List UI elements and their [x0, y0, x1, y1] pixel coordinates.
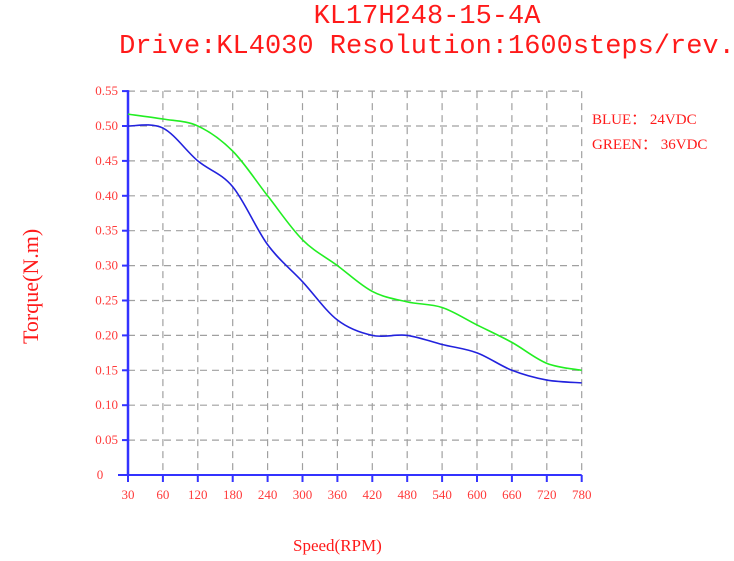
- x-axis-label: Speed(RPM): [293, 536, 382, 555]
- x-tick-label: 540: [432, 487, 452, 502]
- green-series-line: [127, 113, 582, 372]
- y-tick-label: 0.20: [95, 327, 118, 342]
- y-tick-label: 0.45: [95, 153, 118, 168]
- x-tick-label: 780: [572, 487, 592, 502]
- legend-green: GREEN： 36VDC: [592, 137, 707, 153]
- x-tick-label: 420: [363, 487, 383, 502]
- y-tick-label: 0.15: [95, 362, 118, 377]
- legend-blue: BLUE： 24VDC: [592, 112, 697, 128]
- y-tick-label: 0.35: [95, 223, 118, 238]
- x-tick-label: 600: [467, 487, 487, 502]
- x-tick-label: 360: [328, 487, 348, 502]
- y-tick-label: 0.40: [95, 188, 118, 203]
- axes: [118, 90, 583, 482]
- x-tick-label: 300: [293, 487, 313, 502]
- y-tick-label: 0.30: [95, 258, 118, 273]
- x-tick-label: 60: [156, 487, 169, 502]
- y-tick-label: 0.50: [95, 118, 118, 133]
- y-tick-label: 0.05: [95, 432, 118, 447]
- x-tick-label: 660: [502, 487, 522, 502]
- x-tick-label: 30: [122, 487, 135, 502]
- x-tick-label: 240: [258, 487, 278, 502]
- x-tick-label: 720: [537, 487, 557, 502]
- data-series: [127, 113, 582, 384]
- y-tick-label: 0: [97, 467, 104, 482]
- y-axis-label: Torque(N.m): [18, 229, 43, 344]
- y-tick-label: 0.10: [95, 397, 118, 412]
- blue-series-line: [127, 124, 582, 384]
- x-tick-label: 120: [188, 487, 208, 502]
- y-tick-label: 0.55: [95, 83, 118, 98]
- y-tick-label: 0.25: [95, 293, 118, 308]
- grid-lines: [128, 90, 583, 475]
- chart-title: KL17H248-15-4A: [313, 2, 541, 32]
- x-tick-label: 480: [397, 487, 417, 502]
- y-tick-labels: 0 0.05 0.10 0.15 0.20 0.25 0.30 0.35 0.40 0.45 0.5…: [95, 83, 118, 482]
- chart-subtitle: Drive:KL4030 Resolution:1600steps/rev.: [119, 32, 734, 62]
- x-tick-labels: 30 60 120 180 240 300 360 420 480 540 600 660 720 780: [122, 487, 592, 502]
- x-tick-label: 180: [223, 487, 243, 502]
